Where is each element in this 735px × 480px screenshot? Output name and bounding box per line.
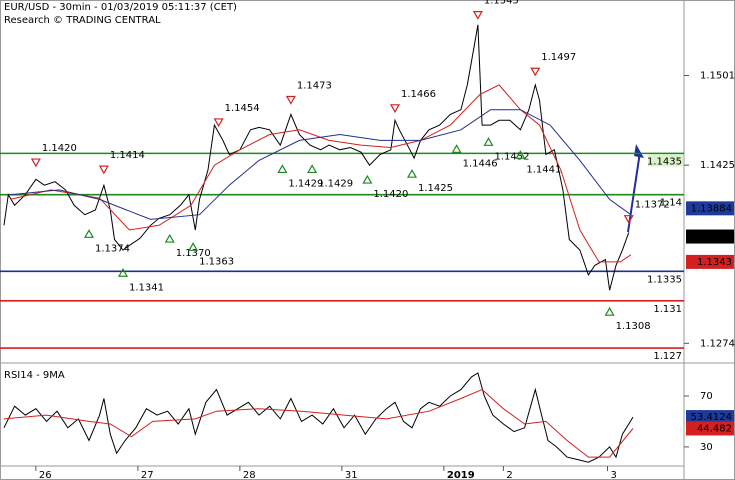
y-tick-label: 30 xyxy=(700,442,713,453)
price-box xyxy=(686,201,734,216)
last-value-box xyxy=(686,410,734,425)
level-label: 1.131 xyxy=(653,304,682,315)
level-label: 1.14 xyxy=(660,198,682,209)
pivot-high-marker xyxy=(213,118,224,128)
pivot-high-marker xyxy=(472,10,483,20)
pivot-low-marker xyxy=(277,164,288,174)
pivot-high-marker xyxy=(530,67,541,77)
y-tick-label: 1.1501 xyxy=(700,71,735,82)
series-line xyxy=(3,372,634,463)
series-line xyxy=(10,109,632,220)
x-tick-label: 2019 xyxy=(447,470,475,480)
pivot-label: 1.1363 xyxy=(199,256,234,267)
series-line xyxy=(10,84,632,263)
pivot-low-marker xyxy=(188,242,199,251)
pivot-label: 1.1372 xyxy=(635,200,670,211)
price-box xyxy=(686,229,734,244)
pivot-label: 1.1429 xyxy=(288,178,323,189)
last-value-label: 53.4124 xyxy=(691,412,732,423)
x-tick-label: 27 xyxy=(141,470,154,480)
chart-subtitle: Research © TRADING CENTRAL xyxy=(4,15,161,26)
pivot-high-marker xyxy=(285,95,296,105)
price-box-label: 1.13884 xyxy=(691,203,732,214)
pivot-label: 1.1429 xyxy=(318,178,353,189)
forecast-arrow-head xyxy=(634,144,644,158)
pivot-label: 1.1446 xyxy=(463,158,498,169)
pivot-high-marker xyxy=(30,158,41,168)
price-box-label: 1.13645 xyxy=(691,232,732,243)
pivot-label: 1.1341 xyxy=(129,282,164,293)
pivot-label: 1.1545 xyxy=(484,0,519,7)
level-label: 1.1435 xyxy=(647,156,682,167)
series-line xyxy=(3,389,634,458)
x-tick-label: 28 xyxy=(243,470,256,480)
pivot-label: 1.1374 xyxy=(95,243,130,254)
pivot-label: 1.1420 xyxy=(373,189,408,200)
pivot-low-marker xyxy=(164,233,175,243)
pivot-label: 1.1466 xyxy=(401,89,436,100)
y-tick-label: 1.1425 xyxy=(700,160,735,171)
pivot-high-marker xyxy=(98,165,109,175)
y-tick-label: 70 xyxy=(700,391,713,402)
pivot-label: 1.1473 xyxy=(297,81,332,92)
x-tick-label: 3 xyxy=(611,470,617,480)
pivot-label: 1.1420 xyxy=(42,143,77,154)
pivot-label: 1.1452 xyxy=(495,151,530,162)
chart-title: EUR/USD - 30min - 01/03/2019 05:11:37 (C… xyxy=(4,2,237,13)
pivot-low-marker xyxy=(483,137,494,146)
level-label-bg xyxy=(648,154,683,167)
level-label: 1.127 xyxy=(653,351,682,362)
y-tick-label: 1.1274 xyxy=(700,338,735,349)
pivot-low-marker xyxy=(83,229,95,238)
last-value-label: 44.482 xyxy=(697,423,732,434)
price-box-label: 1.1343 xyxy=(697,257,732,268)
series-line xyxy=(3,24,630,291)
x-tick-label: 31 xyxy=(345,470,358,480)
pivot-low-marker xyxy=(515,150,526,159)
pivot-label: 1.1370 xyxy=(176,248,211,259)
pivot-high-marker xyxy=(623,215,634,224)
pivot-high-marker xyxy=(389,104,401,114)
pivot-label: 1.1425 xyxy=(418,183,453,194)
last-value-box xyxy=(686,421,734,436)
x-tick-label: 26 xyxy=(39,470,52,480)
pivot-label: 1.1454 xyxy=(225,103,260,114)
pivot-label: 1.1497 xyxy=(541,52,576,63)
x-tick-label: 2 xyxy=(506,470,512,480)
pivot-low-marker xyxy=(604,306,615,316)
pivot-low-marker xyxy=(117,268,129,277)
pivot-low-marker xyxy=(406,168,418,178)
pivot-low-marker xyxy=(451,144,462,153)
forecast-arrow xyxy=(627,151,641,233)
level-label: 1.1335 xyxy=(647,274,682,285)
price-box xyxy=(686,254,734,269)
pivot-low-marker xyxy=(362,174,373,184)
pivot-label: 1.1441 xyxy=(526,164,561,175)
pivot-label: 1.1414 xyxy=(110,150,145,161)
rsi-title: RSI14 - 9MA xyxy=(4,370,65,381)
pivot-label: 1.1308 xyxy=(616,321,651,332)
pivot-low-marker xyxy=(307,164,318,174)
